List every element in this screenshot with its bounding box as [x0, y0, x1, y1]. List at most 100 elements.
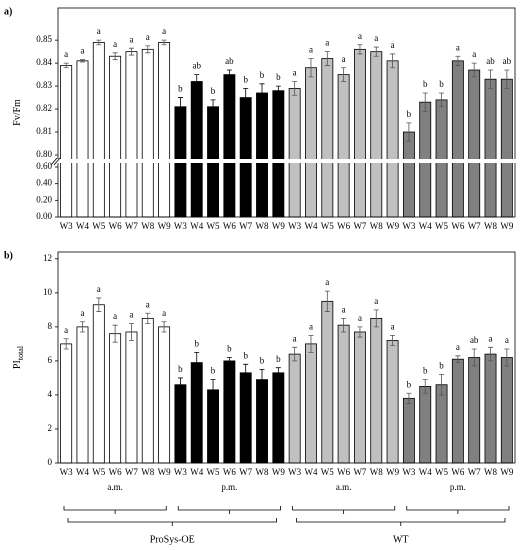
bar: [435, 99, 448, 218]
time-bracket: [177, 506, 281, 514]
significance-letter: a: [64, 49, 68, 59]
time-bracket: [292, 506, 396, 514]
error-bar: [324, 290, 330, 312]
x-tick-label: W6: [109, 221, 122, 231]
bar: [92, 304, 105, 464]
significance-letter: a: [456, 42, 460, 52]
error-bar: [341, 67, 347, 82]
y-tick-label: 0.83: [36, 80, 52, 90]
panel-label: b): [4, 250, 13, 261]
x-tick-label: W3: [402, 467, 415, 477]
significance-letter: b: [439, 361, 444, 371]
x-tick-label: W7: [125, 221, 138, 231]
bar: [174, 384, 187, 464]
error-bar: [112, 52, 118, 61]
significance-letter: a: [374, 296, 378, 306]
x-tick-label: W6: [337, 467, 350, 477]
significance-letter: ab: [503, 56, 512, 66]
bar: [305, 67, 317, 218]
y-tick-label: 4: [48, 389, 53, 399]
error-bar: [112, 324, 118, 343]
x-tick-label: W8: [141, 221, 154, 231]
x-tick-label: W3: [288, 467, 301, 477]
significance-letter: a: [162, 308, 166, 318]
bar: [435, 384, 448, 464]
y-tick-label: 6: [48, 355, 53, 365]
x-tick-label: W5: [321, 221, 334, 231]
bar: [60, 65, 73, 218]
y-tick-label: 0.84: [36, 57, 52, 67]
bar: [370, 317, 383, 464]
error-bar: [243, 363, 249, 382]
significance-letter: a: [391, 321, 395, 331]
y-tick-label: 0.82: [36, 103, 52, 113]
bar: [484, 353, 497, 464]
error-bar: [406, 122, 412, 142]
genotype-label: WT: [393, 534, 409, 545]
bar: [321, 300, 334, 464]
x-tick-label: W4: [76, 467, 89, 477]
significance-letter: a: [113, 39, 117, 49]
x-tick-label: W5: [207, 467, 220, 477]
bar: [76, 60, 89, 218]
bar: [451, 358, 464, 464]
bar: [256, 379, 268, 464]
y-axis-label-main: Fv/Fm: [12, 99, 23, 126]
significance-letter: a: [472, 49, 476, 59]
x-tick-label: W7: [468, 467, 481, 477]
error-bar: [504, 348, 510, 367]
significance-letter: ab: [470, 335, 479, 345]
bar: [353, 331, 366, 464]
x-tick-label: W3: [60, 221, 73, 231]
x-tick-label: W4: [419, 221, 432, 231]
bar: [484, 78, 497, 218]
x-tick-label: W6: [223, 221, 236, 231]
significance-letter: b: [260, 70, 265, 80]
error-bar: [194, 351, 200, 374]
bar: [190, 362, 203, 464]
error-bar: [145, 312, 151, 324]
bar: [272, 90, 285, 218]
significance-letter: a: [342, 54, 346, 64]
error-bar: [128, 47, 134, 56]
significance-letter: a: [293, 333, 297, 343]
genotype-bracket: [296, 518, 506, 526]
x-tick-label: W3: [174, 467, 187, 477]
x-tick-label: W9: [272, 221, 285, 231]
error-bar: [455, 55, 461, 66]
y-axis-label: Fv/Fm: [12, 99, 23, 126]
significance-letter: a: [146, 299, 150, 309]
x-tick-label: W3: [402, 221, 415, 231]
bar: [468, 69, 481, 218]
error-bar: [471, 348, 477, 367]
x-tick-label: W5: [92, 467, 105, 477]
x-tick-label: W6: [451, 467, 464, 477]
x-tick-label: W5: [207, 221, 220, 231]
significance-letter: a: [113, 311, 117, 321]
x-tick-label: W6: [451, 221, 464, 231]
error-bar: [390, 334, 396, 346]
error-bar: [79, 59, 85, 63]
x-tick-label: W9: [386, 221, 399, 231]
error-bar: [63, 62, 69, 69]
significance-letter: a: [358, 313, 362, 323]
significance-letter: b: [243, 74, 248, 84]
x-tick-label: W9: [272, 467, 285, 477]
significance-letter: ab: [192, 61, 201, 71]
bar: [92, 42, 105, 218]
axis-break-mark: [50, 157, 61, 166]
x-tick-label: W4: [304, 221, 317, 231]
error-bar: [259, 369, 265, 391]
significance-letter: a: [358, 31, 362, 41]
x-tick-label: W7: [239, 221, 252, 231]
y-tick-label: 0.60: [36, 161, 52, 171]
x-tick-label: W8: [256, 221, 269, 231]
significance-letter: b: [276, 354, 281, 364]
bar: [158, 326, 171, 464]
bar: [321, 58, 334, 218]
significance-letter: b: [407, 109, 412, 119]
bar: [125, 331, 138, 464]
significance-letter: b: [407, 379, 412, 389]
x-tick-label: W6: [337, 221, 350, 231]
significance-letter: a: [146, 32, 150, 42]
